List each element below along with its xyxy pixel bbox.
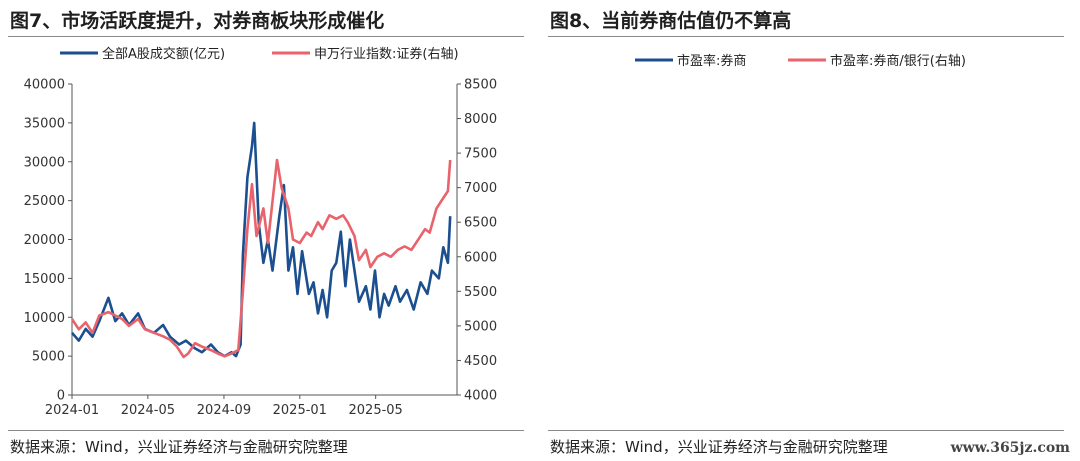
y-right-tick-label: 5500 <box>464 285 497 300</box>
right-source-note: 数据来源：Wind，兴业证券经济与金融研究院整理 <box>550 438 888 456</box>
y-right-tick-label: 8000 <box>464 112 497 127</box>
right-line-chart: 0102030405060012345678920102012201420162… <box>635 53 966 69</box>
y-left-tick-label: 20000 <box>24 233 65 248</box>
y-left-tick-label: 30000 <box>24 155 65 170</box>
left-source-note: 数据来源：Wind，兴业证券经济与金融研究院整理 <box>10 438 348 456</box>
left-line-chart: 0 5000 10000 15000 20000 25000 30000 35000 40000… <box>24 46 497 418</box>
legend-label: 全部A股成交额(亿元) <box>102 46 225 62</box>
right-bottom-rule <box>548 430 1064 431</box>
legend-label: 市盈率:券商 <box>677 53 746 69</box>
y-left-tick-label: 25000 <box>24 194 65 209</box>
y-left-tick-label: 10000 <box>24 311 65 326</box>
y-right-tick-label: 4000 <box>464 389 497 404</box>
y-left-tick-label: 35000 <box>24 116 65 131</box>
y-right-tick-label: 7000 <box>464 181 497 196</box>
left-chart-title: 图7、市场活跃度提升，对券商板块形成催化 <box>10 10 385 32</box>
y-right-tick-label: 8500 <box>464 78 497 93</box>
x-tick-label: 2024-05 <box>121 403 175 418</box>
y-right-tick-label: 6000 <box>464 250 497 265</box>
x-tick-label: 2024-09 <box>197 403 251 418</box>
left-bottom-rule <box>8 430 524 431</box>
y-left-tick-label: 40000 <box>24 78 65 93</box>
y-right-tick-label: 7500 <box>464 147 497 162</box>
y-left-tick-label: 15000 <box>24 272 65 287</box>
left-chart-panel: 图7、市场活跃度提升，对券商板块形成催化 0 5000 10000 15000 2000… <box>8 10 524 456</box>
series-line-left-axis <box>71 121 452 358</box>
x-tick-label: 2025-01 <box>273 403 327 418</box>
x-tick-label: 2025-05 <box>349 403 403 418</box>
y-right-tick-label: 4500 <box>464 354 497 369</box>
legend-label: 市盈率:券商/银行(右轴) <box>830 53 966 69</box>
watermark-text: www.365jz.com <box>946 439 1074 457</box>
x-tick-label: 2024-01 <box>45 403 99 418</box>
y-right-tick-label: 5000 <box>464 319 497 334</box>
y-right-tick-label: 6500 <box>464 216 497 231</box>
y-left-tick-label: 5000 <box>32 350 65 365</box>
right-chart-panel: 图8、当前券商估值仍不算高 01020304050600123456789201… <box>540 0 1080 461</box>
left-title-rule <box>8 36 524 37</box>
y-left-tick-label: 0 <box>57 389 65 404</box>
right-chart-title: 图8、当前券商估值仍不算高 <box>550 10 792 32</box>
legend-label: 申万行业指数:证券(右轴) <box>314 46 459 62</box>
series-line-right-axis <box>70 158 452 359</box>
right-title-rule <box>548 36 1064 37</box>
